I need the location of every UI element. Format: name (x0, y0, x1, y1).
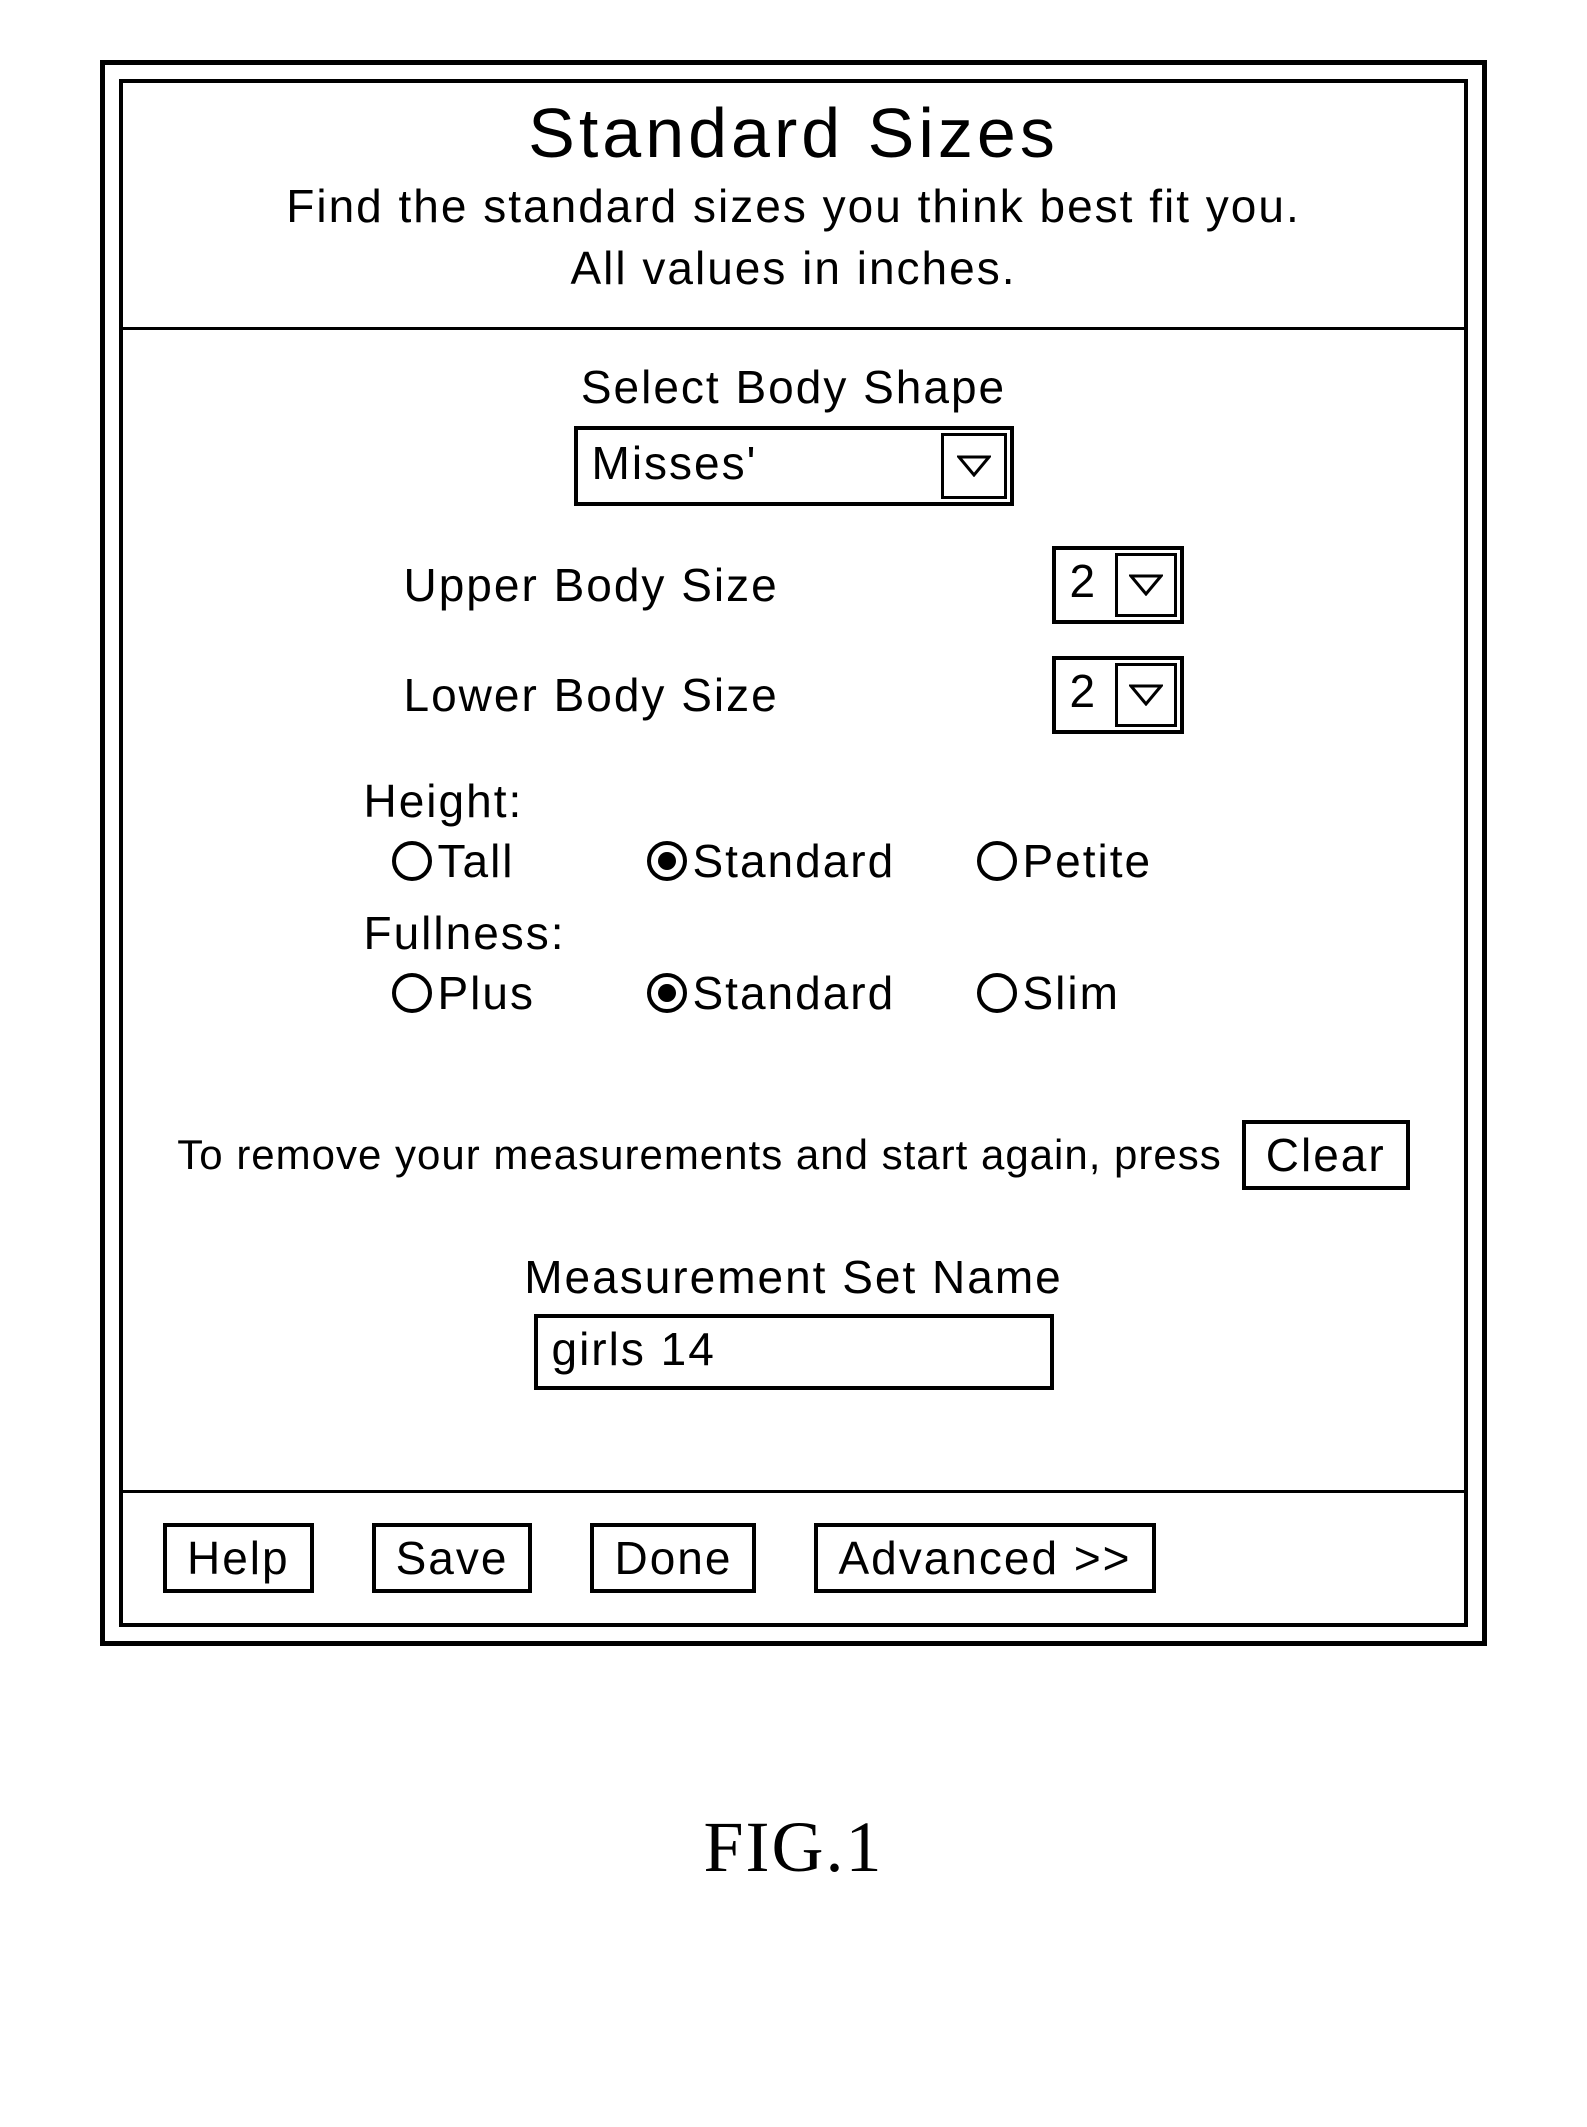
dialog-title: Standard Sizes (141, 93, 1446, 173)
radio-label: Tall (438, 834, 515, 888)
radio-label: Plus (438, 966, 535, 1020)
done-button[interactable]: Done (590, 1523, 756, 1593)
radio-icon (977, 841, 1017, 881)
figure-caption: FIG.1 (100, 1806, 1487, 1889)
radio-icon (647, 841, 687, 881)
body-shape-value: Misses' (578, 430, 938, 502)
radio-icon (977, 973, 1017, 1013)
lower-body-row: Lower Body Size 2 (404, 656, 1184, 734)
radio-dot (658, 852, 676, 870)
fullness-option-plus[interactable]: Plus (392, 966, 647, 1020)
clear-row: To remove your measurements and start ag… (163, 1120, 1424, 1190)
height-radio-group: Tall Standard Petite (392, 834, 1224, 888)
dialog-subtitle-2: All values in inches. (141, 237, 1446, 299)
clear-button[interactable]: Clear (1242, 1120, 1410, 1190)
lower-body-dropdown-button[interactable] (1115, 663, 1177, 727)
save-button[interactable]: Save (372, 1523, 533, 1593)
outer-frame: Standard Sizes Find the standard sizes y… (100, 60, 1487, 1646)
radio-label: Standard (693, 834, 896, 888)
clear-instruction: To remove your measurements and start ag… (177, 1131, 1221, 1179)
upper-body-dropdown-button[interactable] (1115, 553, 1177, 617)
chevron-down-icon (1129, 684, 1163, 706)
header-section: Standard Sizes Find the standard sizes y… (123, 83, 1464, 330)
body-shape-dropdown-button[interactable] (941, 433, 1007, 499)
upper-body-label: Upper Body Size (404, 558, 779, 612)
radio-label: Slim (1023, 966, 1120, 1020)
help-button[interactable]: Help (163, 1523, 314, 1593)
chevron-down-icon (957, 455, 991, 477)
upper-body-dropdown[interactable]: 2 (1052, 546, 1184, 624)
height-option-tall[interactable]: Tall (392, 834, 647, 888)
dialog-subtitle-1: Find the standard sizes you think best f… (141, 175, 1446, 237)
height-option-petite[interactable]: Petite (977, 834, 1153, 888)
radio-label: Petite (1023, 834, 1153, 888)
body-section: Select Body Shape Misses' Upper Body Siz… (123, 330, 1464, 1493)
radio-dot (658, 984, 676, 1002)
lower-body-dropdown[interactable]: 2 (1052, 656, 1184, 734)
fullness-option-slim[interactable]: Slim (977, 966, 1120, 1020)
dialog-window: Standard Sizes Find the standard sizes y… (119, 79, 1468, 1627)
fullness-radio-group: Plus Standard Slim (392, 966, 1224, 1020)
radio-icon (392, 841, 432, 881)
height-group-label: Height: (364, 774, 1224, 828)
lower-body-value: 2 (1056, 660, 1112, 730)
lower-body-label: Lower Body Size (404, 668, 779, 722)
measurement-set-label: Measurement Set Name (163, 1250, 1424, 1304)
height-option-standard[interactable]: Standard (647, 834, 977, 888)
upper-body-value: 2 (1056, 550, 1112, 620)
radio-icon (392, 973, 432, 1013)
radio-icon (647, 973, 687, 1013)
chevron-down-icon (1129, 574, 1163, 596)
advanced-button[interactable]: Advanced >> (814, 1523, 1155, 1593)
fullness-option-standard[interactable]: Standard (647, 966, 977, 1020)
body-shape-dropdown[interactable]: Misses' (574, 426, 1014, 506)
fullness-group-label: Fullness: (364, 906, 1224, 960)
body-shape-label: Select Body Shape (163, 360, 1424, 414)
measurement-set-input[interactable]: girls 14 (534, 1314, 1054, 1390)
footer-section: Help Save Done Advanced >> (123, 1493, 1464, 1623)
upper-body-row: Upper Body Size 2 (404, 546, 1184, 624)
radio-label: Standard (693, 966, 896, 1020)
